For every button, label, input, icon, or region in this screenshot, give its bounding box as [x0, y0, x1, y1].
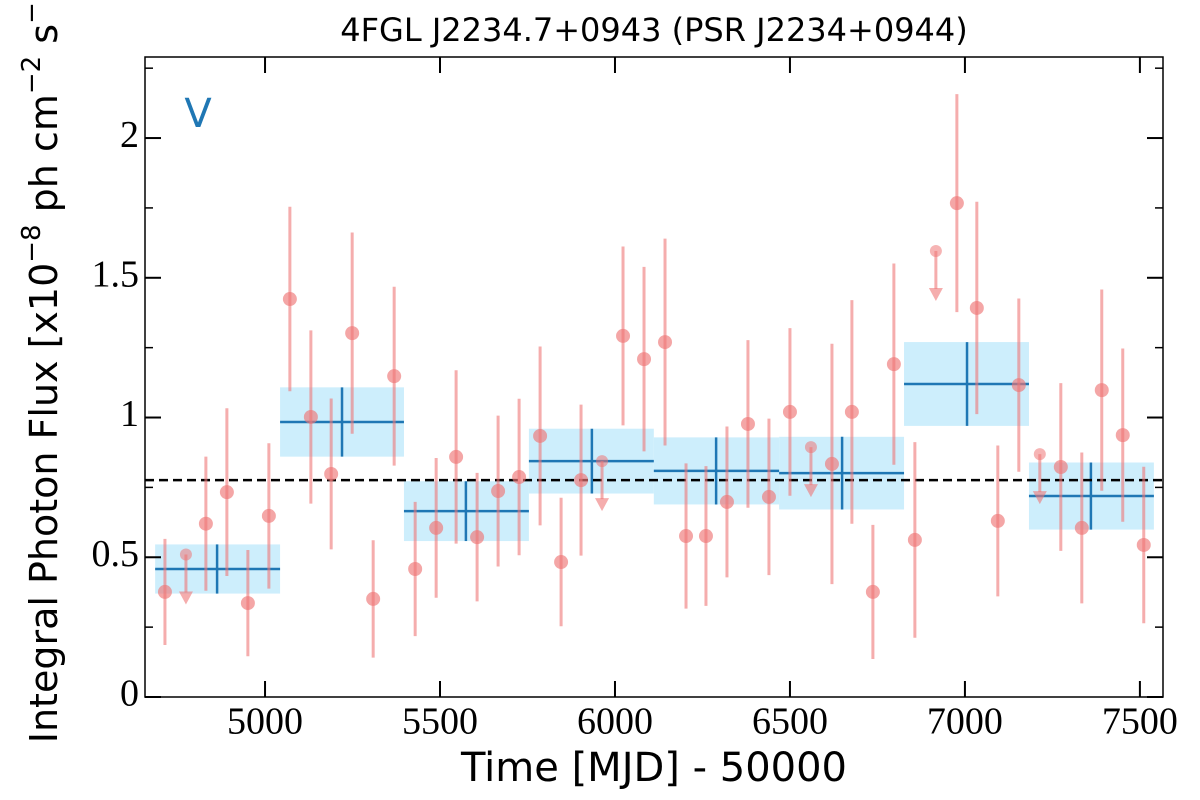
data-point [282, 292, 297, 307]
upper-limit-point [596, 455, 609, 468]
x-tick-label: 7000 [927, 701, 1003, 743]
data-point [844, 404, 859, 419]
plot-frame [144, 56, 1164, 698]
y-axis-label-part: s [22, 24, 66, 56]
y-tick-label: 1.5 [92, 254, 140, 296]
upper-limit-arrow [1032, 491, 1047, 505]
data-point [990, 513, 1005, 528]
data-point [219, 485, 234, 500]
x-tick-label: 6500 [752, 701, 828, 743]
data-point [157, 584, 172, 599]
data-point [1011, 378, 1026, 393]
x-tick-label: 7500 [1102, 701, 1178, 743]
y-axis-label-part: Integral Photon Flux [x10 [22, 263, 66, 744]
data-point [616, 328, 631, 343]
y-tick-label: 0.5 [92, 533, 140, 575]
x-tick-label: 6000 [577, 701, 653, 743]
annotation: V [184, 91, 212, 137]
data-point [491, 484, 506, 499]
data-point [554, 555, 569, 570]
data-point [1074, 520, 1089, 535]
data-point [408, 562, 423, 576]
data-point [198, 516, 213, 531]
y-axis-label-part: −8 [17, 224, 47, 262]
data-point [698, 529, 713, 544]
data-point [782, 404, 797, 419]
data-point [303, 409, 318, 424]
data-point [824, 456, 839, 471]
x-tick-label: 5000 [227, 701, 303, 743]
y-axis-label: Integral Photon Flux [x10−8 ph cm−2 s−1] [17, 0, 66, 743]
data-point [240, 596, 255, 611]
data-point [1094, 383, 1109, 398]
data-point [1115, 428, 1130, 443]
upper-limit-arrow [595, 498, 610, 512]
data-point [679, 529, 694, 544]
data-point [261, 508, 276, 523]
upper-limit-point [929, 244, 942, 257]
data-point [1136, 537, 1151, 552]
y-axis-label-part: ph cm [22, 94, 66, 224]
y-tick-label: 2 [120, 114, 139, 156]
data-point [761, 489, 776, 504]
upper-limit-arrow [178, 591, 193, 605]
x-axis-label: Time [MJD] - 50000 [460, 745, 847, 791]
data-point [429, 520, 444, 535]
data-point [865, 584, 880, 599]
data-point [387, 369, 402, 384]
data-point [574, 473, 589, 488]
y-tick-label: 0 [120, 673, 139, 715]
data-point [449, 449, 464, 464]
upper-limit-point [179, 548, 192, 561]
data-point [637, 352, 652, 367]
data-point [512, 470, 527, 485]
data-point [886, 357, 901, 372]
upper-limit-point [1033, 448, 1046, 461]
data-point [969, 300, 984, 315]
data-point [345, 326, 360, 341]
y-axis-label-part: −2 [17, 56, 47, 94]
chart-title: 4FGL J2234.7+0943 (PSR J2234+0944) [340, 11, 968, 49]
y-axis-label-part: −1 [17, 0, 47, 24]
data-point [366, 591, 381, 606]
data-point [1053, 459, 1068, 474]
upper-limit-point [804, 441, 817, 454]
data-point [719, 494, 734, 509]
data-point [324, 466, 339, 481]
y-tick-label: 1 [120, 393, 139, 435]
data-point [658, 335, 673, 350]
data-point [949, 196, 964, 211]
x-tick-label: 5500 [402, 701, 478, 743]
data-point [740, 416, 755, 431]
data-point [470, 530, 485, 545]
data-point [533, 428, 548, 443]
upper-limit-arrow [803, 484, 818, 498]
data-point [907, 532, 922, 547]
upper-limit-arrow [928, 287, 943, 301]
